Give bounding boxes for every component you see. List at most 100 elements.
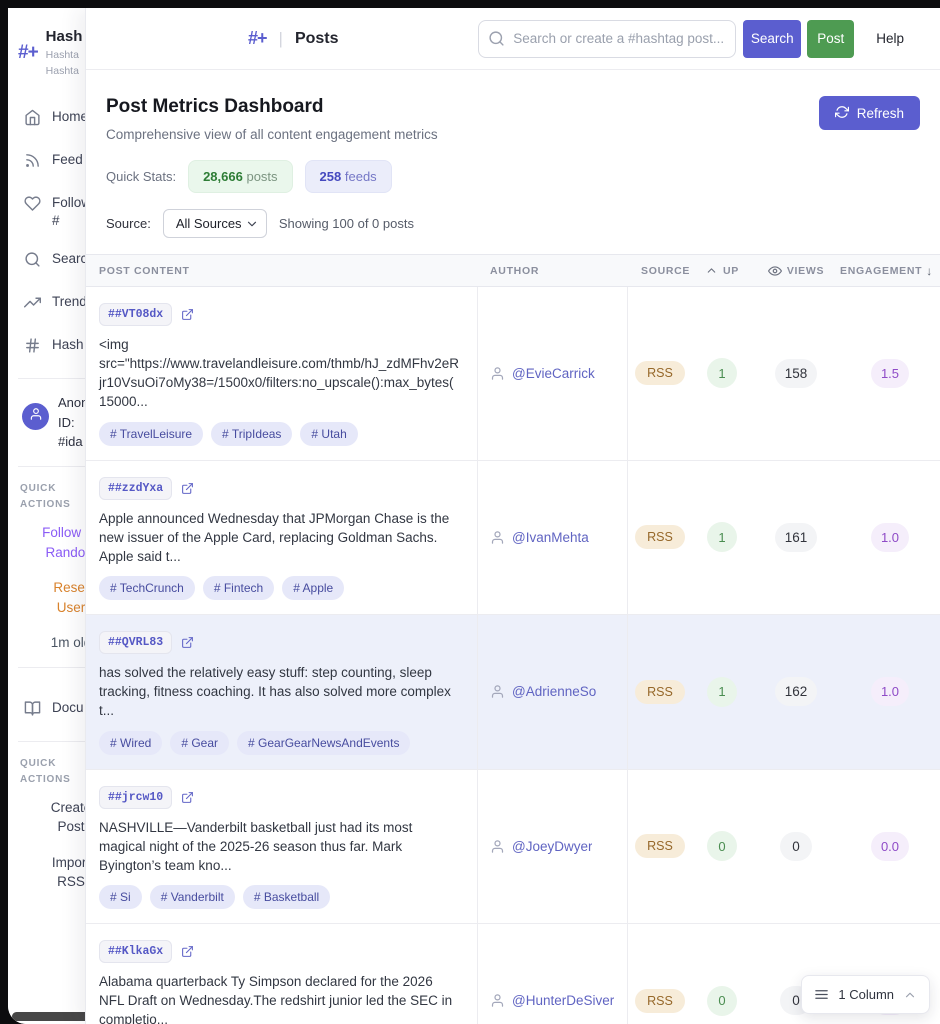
chevron-down-icon [245, 217, 259, 234]
horizontal-scrollbar-thumb[interactable] [12, 1012, 90, 1021]
post-id-badge[interactable]: ##QVRL83 [99, 631, 173, 655]
col-header-up[interactable]: UP [692, 255, 752, 286]
external-link-icon[interactable] [181, 791, 194, 804]
sidebar-item-label: Feed [52, 152, 83, 167]
external-link-icon[interactable] [181, 482, 194, 495]
source-cell: RSS [628, 770, 692, 923]
post-content-cell: ##jrcw10 NASHVILLE—Vanderbilt basketball … [86, 769, 478, 924]
heart-icon [24, 195, 41, 217]
table-row[interactable]: ##QVRL83 has solved the relatively easy s… [86, 615, 940, 770]
sidebar-item-home[interactable]: Home [18, 103, 168, 136]
search-input[interactable] [478, 19, 737, 58]
engagement-value: 1.5 [870, 358, 910, 388]
person-icon [490, 366, 505, 381]
column-picker-button[interactable]: 1 Column [801, 975, 930, 1014]
top-navbar: #+ | Posts Search Post Help [86, 8, 940, 70]
table-row[interactable]: ##zzdYxa Apple announced Wednesday that J… [86, 460, 940, 616]
author-handle[interactable]: @HunterDeSiver [512, 993, 615, 1009]
navbar-brand[interactable]: #+ | Posts [248, 28, 339, 49]
sidebar-user[interactable]: Anon ID: #ida [18, 393, 168, 452]
navbar-logo: #+ [248, 28, 268, 48]
sidebar-item-label: Home [52, 109, 89, 124]
post-id-badge[interactable]: ##zzdYxa [99, 476, 173, 500]
dashboard-content: Post Metrics Dashboard Comprehensive vie… [86, 70, 940, 1024]
views-cell: 162 [752, 615, 840, 768]
quick-action-create-post[interactable]: Create Post [42, 798, 100, 837]
post-id-badge[interactable]: ##VT08dx [99, 303, 173, 326]
post-id-badge[interactable]: ##jrcw10 [99, 785, 173, 809]
source-badge: RSS [635, 988, 685, 1013]
tag-pill[interactable]: # Wired [99, 730, 163, 755]
sidebar-item-feed[interactable]: Feed [18, 146, 168, 179]
col-header-author[interactable]: AUTHOR [490, 264, 540, 277]
sidebar-item-hash[interactable]: Hash [18, 331, 168, 364]
page-subtitle: Comprehensive view of all content engage… [106, 127, 438, 142]
app-logo: #+ [18, 42, 39, 63]
quick-stats-label: Quick Stats: [106, 169, 177, 184]
author-handle[interactable]: @IvanMehta [512, 529, 589, 545]
sidebar-item-label: Follow # [52, 195, 92, 229]
search-icon [24, 251, 41, 273]
search-button[interactable]: Search [743, 19, 802, 58]
source-cell: RSS [628, 287, 692, 460]
tag-pill[interactable]: # Gear [170, 730, 230, 755]
table-row[interactable]: ##KlkaGx Alabama quarterback Ty Simpson d… [86, 924, 940, 1024]
external-link-icon[interactable] [181, 945, 194, 958]
post-tags: # Wired # Gear # GearGearNewsAndEvents [99, 730, 411, 755]
author-cell: @EvieCarrick [478, 287, 628, 460]
tag-pill[interactable]: # Fintech [202, 576, 275, 601]
tag-pill[interactable]: # TripIdeas [211, 421, 293, 446]
posts-table: POST CONTENT AUTHOR SOURCE UP VIEWS ENGA… [86, 254, 940, 1024]
source-badge: RSS [635, 361, 685, 386]
quick-action-1m-old[interactable]: 1m old [42, 633, 100, 653]
views-value: 161 [774, 522, 818, 552]
author-handle[interactable]: @AdrienneSo [512, 684, 597, 700]
author-cell: @AdrienneSo [478, 615, 628, 769]
engagement-cell: 1.5 [840, 287, 940, 460]
upvotes-value: 1 [707, 522, 737, 553]
sidebar-item-trend[interactable]: Trend [18, 288, 168, 321]
source-select[interactable]: All Sources [162, 209, 267, 238]
source-badge: RSS [635, 834, 685, 859]
post-id-badge[interactable]: ##KlkaGx [99, 940, 173, 964]
tag-pill[interactable]: # TechCrunch [99, 576, 195, 601]
external-link-icon[interactable] [181, 308, 194, 321]
sidebar-item-searc[interactable]: Searc [18, 245, 168, 278]
sidebar-item-label: Hash [52, 337, 84, 353]
eye-icon [767, 264, 782, 278]
page-title: Post Metrics Dashboard [106, 96, 324, 117]
refresh-button[interactable]: Refresh [818, 96, 920, 130]
author-handle[interactable]: @JoeyDwyer [512, 838, 593, 854]
tag-pill[interactable]: # Vanderbilt [149, 885, 235, 910]
table-row[interactable]: ##VT08dx <img src="https://www.travelandl… [86, 287, 940, 461]
quick-action-import-rss[interactable]: Import RSS [42, 853, 100, 892]
col-header-post-content[interactable]: POST CONTENT [99, 264, 190, 277]
author-handle[interactable]: @EvieCarrick [512, 365, 595, 381]
help-link[interactable]: Help [876, 31, 904, 46]
engagement-value: 1.0 [870, 677, 910, 707]
app-subtitle-2: Hashta [45, 65, 79, 77]
upvotes-value: 0 [707, 831, 737, 862]
person-icon [490, 530, 505, 545]
tag-pill[interactable]: # GearGearNewsAndEvents [237, 730, 411, 755]
tag-pill[interactable]: # Utah [300, 421, 358, 446]
col-header-engagement[interactable]: ENGAGEMENT ↓ [840, 263, 933, 278]
tag-pill[interactable]: # Si [99, 885, 142, 910]
col-header-source[interactable]: SOURCE [641, 264, 691, 277]
tag-pill[interactable]: # Apple [282, 576, 345, 601]
post-button[interactable]: Post [807, 19, 855, 58]
views-cell: 158 [752, 287, 840, 460]
col-header-views[interactable]: VIEWS [752, 255, 840, 286]
engagement-value: 1.0 [870, 522, 910, 552]
upvotes-value: 0 [707, 985, 737, 1016]
post-tags: # Si # Vanderbilt # Basketball [99, 885, 331, 910]
anon-id-label: Anon ID: #ida [58, 395, 89, 450]
tag-pill[interactable]: # Basketball [242, 885, 331, 910]
quick-action-reset-user[interactable]: Reset User [42, 578, 100, 617]
sidebar-item-follow-[interactable]: Follow # [18, 189, 168, 235]
table-row[interactable]: ##jrcw10 NASHVILLE—Vanderbilt basketball … [86, 769, 940, 925]
external-link-icon[interactable] [181, 636, 194, 649]
table-header-row: POST CONTENT AUTHOR SOURCE UP VIEWS ENGA… [86, 254, 940, 287]
sidebar-item-docu[interactable]: Docu [18, 694, 168, 727]
tag-pill[interactable]: # TravelLeisure [99, 421, 204, 446]
